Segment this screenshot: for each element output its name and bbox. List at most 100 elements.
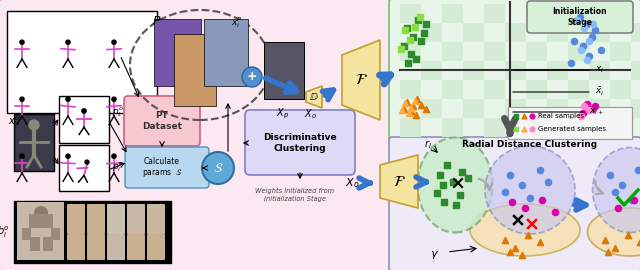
Point [535,168,545,172]
Point [406,106,416,110]
Point [405,37,415,42]
FancyBboxPatch shape [125,147,209,188]
Point [416,103,426,107]
Point [578,111,588,115]
Circle shape [242,67,262,87]
Point [578,44,588,48]
Circle shape [20,40,24,44]
Point [605,173,615,177]
Point [408,104,418,108]
Bar [526,80,547,99]
FancyBboxPatch shape [87,204,105,234]
Bar [526,42,547,61]
Point [584,54,595,59]
Point [576,48,586,52]
Point [613,206,623,210]
Bar [484,42,505,61]
Point [439,200,449,204]
FancyBboxPatch shape [87,234,105,260]
Circle shape [20,97,24,101]
FancyBboxPatch shape [7,11,157,113]
Point [535,240,545,244]
Point [586,35,596,39]
FancyBboxPatch shape [59,96,109,143]
FancyBboxPatch shape [127,204,145,234]
FancyBboxPatch shape [389,137,640,270]
Point [432,191,442,195]
Bar [505,99,526,118]
Point [629,198,639,202]
Point [623,233,633,237]
FancyBboxPatch shape [127,234,145,260]
FancyBboxPatch shape [154,19,201,86]
Bar [526,118,547,137]
Ellipse shape [485,146,575,234]
Bar [631,61,640,80]
Bar [568,80,589,99]
Bar [610,80,631,99]
Circle shape [29,120,39,130]
Ellipse shape [417,137,493,232]
Point [411,57,421,61]
Bar [547,61,568,80]
Text: Calculate
params  $\mathcal{S}$: Calculate params $\mathcal{S}$ [141,157,182,179]
Point [400,28,410,33]
Point [505,173,515,177]
FancyBboxPatch shape [204,19,248,86]
Bar [463,23,484,42]
Text: $x_{i+}$: $x_{i+}$ [513,107,604,117]
Point [442,163,452,167]
Point [627,198,637,202]
FancyBboxPatch shape [14,201,171,263]
Point [603,250,613,254]
Ellipse shape [588,208,640,256]
Text: $b_i^o$: $b_i^o$ [0,224,10,240]
Bar [463,99,484,118]
Point [415,15,425,19]
Text: $P$: $P$ [152,15,161,28]
Circle shape [85,160,89,164]
Point [402,26,412,30]
Point [582,22,592,26]
Bar [568,4,589,23]
Point [416,39,426,43]
Text: $X_o$: $X_o$ [303,107,316,121]
Point [590,104,600,108]
Bar [547,99,568,118]
FancyBboxPatch shape [14,114,54,171]
Point [421,22,431,26]
Point [586,107,596,111]
Point [397,108,407,113]
Bar [51,228,60,240]
Point [527,127,537,131]
Bar [568,42,589,61]
Bar [30,237,40,251]
Point [579,26,589,30]
Bar [568,118,589,137]
FancyBboxPatch shape [264,42,304,99]
Point [582,58,592,62]
Text: $X_o$: $X_o$ [345,176,359,190]
FancyBboxPatch shape [59,145,109,191]
Bar [484,118,505,137]
Text: $r_l$: $r_l$ [424,139,432,151]
Point [584,39,595,43]
Point [584,108,595,113]
Text: Generated samples: Generated samples [538,126,606,132]
Point [455,193,465,197]
Circle shape [66,154,70,158]
Polygon shape [380,155,418,208]
Point [517,253,527,257]
Point [411,112,421,117]
Text: $p_i^o$: $p_i^o$ [112,160,124,174]
Point [412,97,422,101]
Point [575,15,585,19]
Bar [589,61,610,80]
Text: PT
Dataset: PT Dataset [142,111,182,131]
Bar [22,228,31,240]
Point [590,28,600,33]
Point [451,203,461,207]
FancyBboxPatch shape [508,107,632,139]
Point [438,183,448,187]
FancyBboxPatch shape [67,234,85,260]
